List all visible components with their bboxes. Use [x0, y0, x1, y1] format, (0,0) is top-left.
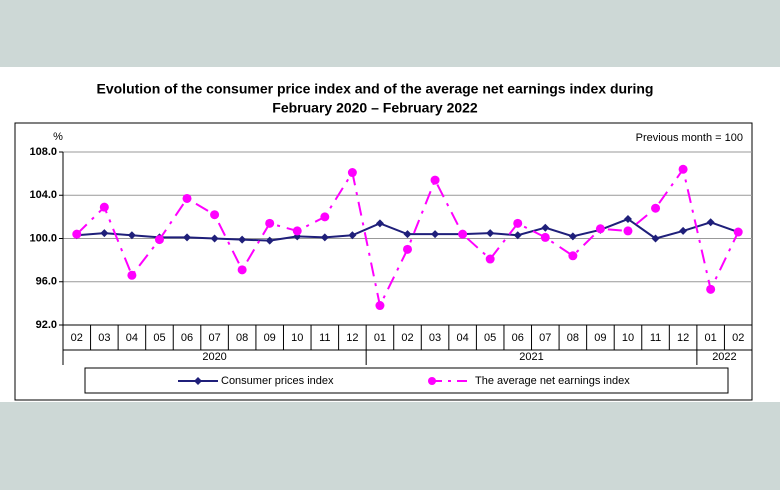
- y-tick-label: 92.0: [36, 319, 57, 331]
- point: [651, 234, 660, 243]
- x-tick-label: 08: [567, 332, 579, 344]
- point: [99, 202, 109, 212]
- x-tick-label: 01: [374, 332, 386, 344]
- x-tick-label: 11: [319, 332, 330, 344]
- y-tick-label: 96.0: [36, 276, 57, 288]
- chart-title: February 2020 – February 2022: [272, 100, 478, 116]
- point: [541, 223, 550, 232]
- point: [623, 215, 632, 224]
- legend-label: The average net earnings index: [475, 375, 630, 387]
- x-tick-label: 01: [705, 332, 717, 344]
- legend-label: Consumer prices index: [221, 375, 334, 387]
- x-tick-label: 11: [650, 332, 661, 344]
- year-label: 2021: [519, 351, 543, 363]
- point: [237, 265, 247, 275]
- point: [238, 235, 247, 244]
- note: Previous month = 100: [636, 132, 743, 144]
- point: [320, 233, 329, 242]
- point: [210, 210, 220, 220]
- y-tick-label: 100.0: [29, 232, 57, 244]
- point: [568, 251, 578, 261]
- x-tick-label: 09: [264, 332, 276, 344]
- point: [320, 212, 330, 222]
- point: [706, 218, 715, 227]
- point: [210, 234, 219, 243]
- point: [733, 227, 743, 237]
- legend-marker: [428, 377, 436, 385]
- point: [375, 219, 384, 228]
- x-tick-label: 02: [71, 332, 83, 344]
- point: [568, 232, 577, 241]
- x-tick-label: 06: [512, 332, 524, 344]
- x-tick-label: 02: [401, 332, 413, 344]
- point: [348, 231, 357, 240]
- x-tick-label: 04: [456, 332, 468, 344]
- point: [458, 229, 468, 239]
- point: [375, 301, 385, 311]
- x-tick-label: 06: [181, 332, 193, 344]
- point: [154, 235, 164, 245]
- point: [127, 270, 137, 280]
- point: [595, 224, 605, 234]
- x-tick-label: 08: [236, 332, 248, 344]
- x-tick-label: 05: [484, 332, 496, 344]
- chart-title: Evolution of the consumer price index an…: [97, 81, 654, 97]
- point: [485, 254, 495, 264]
- x-tick-label: 12: [677, 332, 689, 344]
- x-tick-label: 09: [594, 332, 606, 344]
- point: [403, 244, 412, 254]
- point: [347, 168, 357, 178]
- x-tick-label: 03: [429, 332, 441, 344]
- point: [265, 236, 274, 245]
- x-tick-label: 10: [622, 332, 634, 344]
- point: [183, 233, 192, 242]
- point: [182, 193, 192, 203]
- point: [513, 218, 523, 228]
- point: [513, 231, 522, 240]
- x-tick-label: 03: [98, 332, 110, 344]
- chart-frame: [14, 122, 753, 401]
- x-tick-label: 10: [291, 332, 303, 344]
- legend-marker: [194, 377, 202, 385]
- point: [100, 229, 109, 238]
- x-tick-label: 04: [126, 332, 138, 344]
- year-label: 2020: [202, 351, 226, 363]
- y-tick-label: 104.0: [29, 189, 57, 201]
- point: [486, 229, 495, 238]
- point: [651, 203, 661, 213]
- x-tick-label: 07: [208, 332, 220, 344]
- point: [265, 218, 275, 228]
- y-unit: %: [53, 131, 63, 143]
- point: [403, 230, 412, 239]
- point: [292, 226, 302, 236]
- point: [706, 284, 716, 294]
- point: [127, 231, 136, 240]
- x-tick-label: 12: [346, 332, 358, 344]
- legend-box: [84, 367, 729, 394]
- point: [72, 229, 82, 239]
- point: [431, 230, 440, 239]
- x-tick-label: 05: [153, 332, 165, 344]
- point: [540, 232, 550, 242]
- x-tick-label: 07: [539, 332, 551, 344]
- point: [623, 226, 633, 236]
- year-label: 2022: [712, 351, 736, 363]
- y-tick-label: 108.0: [29, 146, 57, 158]
- point: [679, 226, 688, 235]
- point: [678, 164, 688, 174]
- point: [430, 175, 440, 185]
- x-tick-label: 02: [732, 332, 744, 344]
